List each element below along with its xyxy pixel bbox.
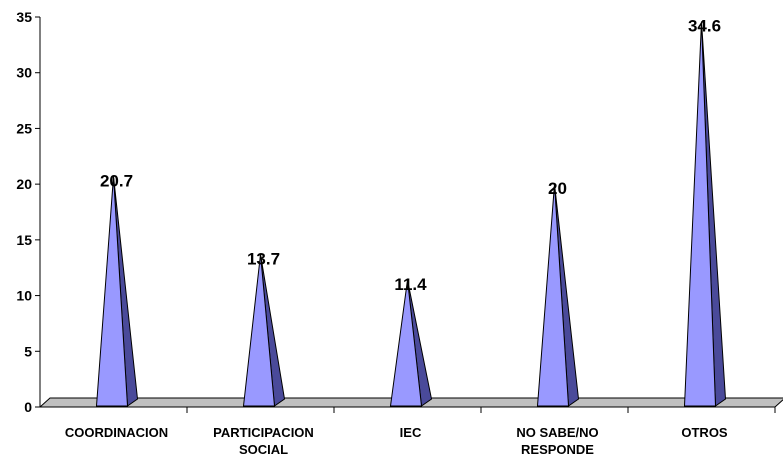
category-label: COORDINACION [65,425,168,440]
pyramid-bar [242,254,286,407]
pyramid-front-face [683,21,717,407]
y-tick-label: 20 [16,176,32,192]
category-label: OTROS [681,425,728,440]
pyramid-front-face [389,279,423,407]
pyramid-series [95,21,727,407]
pyramid-bar [389,279,433,407]
value-label: 13.7 [247,249,280,268]
y-tick-label: 0 [24,399,32,415]
y-tick-label: 15 [16,232,32,248]
y-tick-label: 10 [16,288,32,304]
category-label: PARTICIPACION [213,425,314,440]
category-label: RESPONDE [521,442,594,457]
y-tick-label: 5 [24,343,32,359]
category-label: SOCIAL [239,442,288,457]
pyramid-bar [683,21,727,407]
y-tick-label: 25 [16,120,32,136]
category-label: IEC [400,425,422,440]
value-label: 34.6 [688,16,721,35]
category-label: NO SABE/NO [516,425,598,440]
value-labels: 20.7 13.7 11.4 20 34.6 [100,16,721,294]
y-axis: 0 5 10 15 20 25 30 35 [16,9,41,415]
pyramid-front-face [242,254,276,407]
pyramid-bar [95,176,139,407]
pyramid-bar [536,184,580,407]
value-label: 20.7 [100,171,133,190]
value-label: 11.4 [394,275,427,294]
y-tick-label: 30 [16,65,32,81]
pyramid-front-face [536,184,570,407]
y-tick-label: 35 [16,9,32,25]
category-axis: COORDINACION PARTICIPACION SOCIAL IEC NO SAB… [65,407,776,457]
pyramid-front-face [95,176,129,407]
value-label: 20 [548,179,567,198]
